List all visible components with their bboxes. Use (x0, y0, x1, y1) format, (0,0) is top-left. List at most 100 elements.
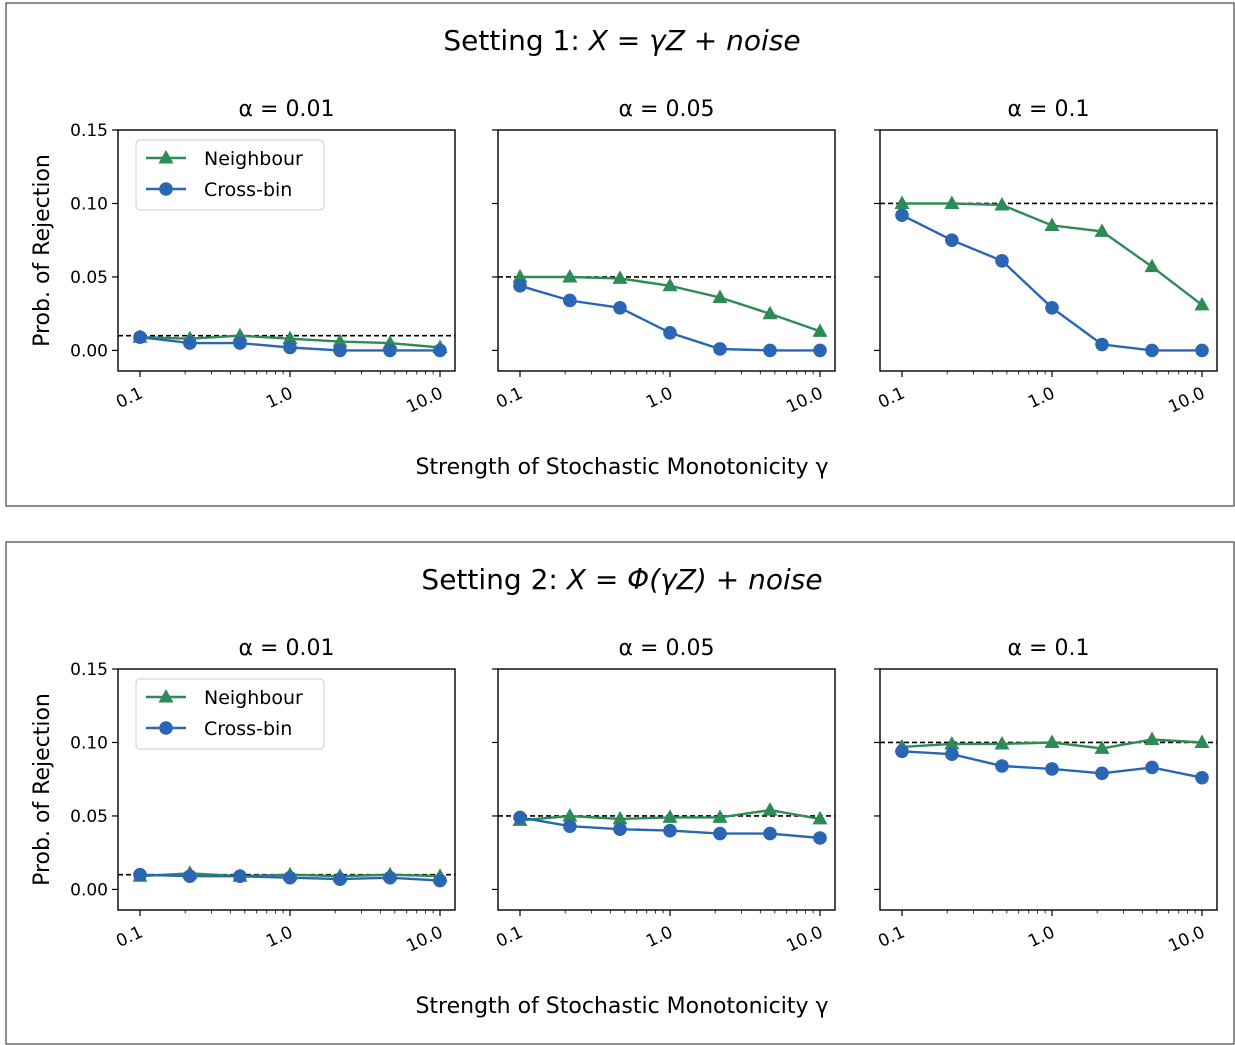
data-point-crossbin (613, 822, 627, 836)
data-point-crossbin (763, 826, 777, 841)
x-tick-label: 0.1 (493, 922, 526, 952)
y-tick-label: 0.05 (70, 268, 108, 288)
y-tick-label: 0.00 (70, 341, 108, 361)
data-point-crossbin (1195, 343, 1209, 358)
data-point-neighbour (612, 270, 628, 284)
data-point-neighbour (662, 809, 678, 823)
x-tick-label: 1.0 (263, 383, 296, 413)
setting-2-title: Setting 2: X = Φ(γZ) + noise (421, 563, 822, 596)
data-point-crossbin (713, 826, 727, 841)
setting-2-xlabel: Strength of Stochastic Monotonicity γ (415, 994, 828, 1019)
data-point-neighbour (812, 323, 828, 337)
data-point-neighbour (1044, 734, 1060, 748)
panel-title: α = 0.05 (619, 97, 715, 122)
data-point-neighbour (944, 735, 960, 750)
x-tick-label: 0.1 (113, 383, 146, 413)
x-tick-label: 10.0 (403, 922, 446, 956)
setting-1-xlabel: Strength of Stochastic Monotonicity γ (415, 455, 828, 480)
data-point-crossbin (663, 325, 677, 340)
data-point-crossbin (1145, 343, 1159, 358)
data-point-crossbin (333, 872, 347, 886)
x-tick-label: 1.0 (1025, 922, 1058, 952)
y-tick-label: 0.10 (70, 194, 108, 214)
data-point-crossbin (945, 233, 959, 248)
data-point-crossbin (995, 253, 1009, 268)
data-point-crossbin (133, 330, 147, 345)
data-point-neighbour (712, 289, 728, 304)
data-point-neighbour (894, 195, 910, 209)
setting-1-group: Setting 1: X = γZ + noise Strength of St… (5, 2, 1235, 507)
setting-2-frame (5, 541, 1235, 1045)
x-tick-label: 1.0 (643, 383, 676, 413)
data-point-crossbin (1195, 770, 1209, 785)
data-point-crossbin (763, 343, 777, 358)
x-tick-label: 1.0 (263, 922, 296, 952)
data-point-neighbour (1044, 217, 1060, 232)
legend-label-neighbour: Neighbour (204, 148, 303, 170)
data-point-crossbin (945, 747, 959, 762)
data-point-neighbour (1194, 296, 1210, 311)
data-point-crossbin (1095, 337, 1109, 352)
data-point-crossbin (713, 342, 727, 356)
data-point-crossbin (183, 336, 197, 350)
data-point-neighbour (994, 735, 1010, 750)
setting-1-panels: α = 0.01 0.00 0.05 0.10 0.15 0.1 1.0 10.0 Prob. … (30, 97, 1218, 418)
panel-1-1: α = 0.01 0.00 0.05 0.10 0.15 0.1 1.0 10.0 Prob. … (30, 97, 456, 418)
data-point-crossbin (513, 278, 527, 293)
data-point-crossbin (663, 823, 677, 838)
data-point-neighbour (512, 268, 528, 283)
y-tick-label: 0.10 (70, 733, 108, 753)
data-point-crossbin (383, 343, 397, 358)
data-point-crossbin (233, 336, 247, 350)
data-point-crossbin (813, 343, 827, 358)
data-point-crossbin (563, 293, 577, 308)
data-point-crossbin (895, 744, 909, 759)
data-point-neighbour (562, 268, 578, 283)
data-point-neighbour (812, 810, 828, 825)
setting-2-group: Setting 2: X = Φ(γZ) + noise Strength of… (5, 541, 1235, 1045)
data-point-neighbour (1144, 258, 1160, 273)
y-tick-label: 0.15 (70, 660, 108, 680)
data-point-crossbin (333, 343, 347, 358)
data-point-neighbour (1094, 740, 1110, 754)
setting-1-title: Setting 1: X = γZ + noise (443, 24, 800, 57)
axes-frame (497, 129, 836, 372)
x-tick-label: 10.0 (403, 383, 446, 417)
data-point-crossbin (1145, 760, 1159, 775)
legend-marker-crossbin (159, 721, 173, 735)
data-point-crossbin (283, 340, 297, 355)
data-point-neighbour (994, 196, 1010, 211)
x-tick-label: 0.1 (113, 922, 146, 952)
panel-2-1: α = 0.01 0.00 0.05 0.10 0.15 0.1 1.0 10.0 Prob. … (30, 636, 456, 957)
y-axis-label: Prob. of Rejection (30, 154, 55, 347)
legend-label-neighbour: Neighbour (204, 687, 303, 709)
axes-frame (879, 668, 1218, 911)
legend-label-crossbin: Cross-bin (204, 718, 292, 740)
data-point-crossbin (183, 869, 197, 884)
legend-marker-neighbour (158, 150, 174, 164)
axes-frame (117, 668, 456, 911)
panel-2-2: α = 0.05 0.1 1.0 10.0 (492, 636, 836, 957)
panel-title: α = 0.01 (239, 636, 335, 661)
legend: Neighbour Cross-bin (135, 678, 325, 750)
data-point-neighbour (1194, 734, 1210, 748)
panel-1-2: α = 0.05 0.1 1.0 10.0 (492, 97, 836, 418)
x-tick-label: 10.0 (783, 383, 826, 417)
x-tick-label: 0.1 (875, 922, 908, 952)
legend-marker-neighbour (158, 689, 174, 703)
x-tick-label: 0.1 (493, 383, 526, 413)
axes-frame (879, 129, 1218, 372)
data-point-crossbin (813, 831, 827, 845)
data-point-crossbin (1095, 766, 1109, 781)
y-axis-label: Prob. of Rejection (30, 693, 55, 886)
panel-title: α = 0.05 (619, 636, 715, 661)
data-point-crossbin (995, 759, 1009, 773)
axes-frame (497, 668, 836, 911)
data-point-crossbin (895, 208, 909, 223)
data-point-crossbin (613, 301, 627, 315)
panel-title: α = 0.01 (239, 97, 335, 122)
data-point-neighbour (332, 333, 348, 348)
legend: Neighbour Cross-bin (135, 139, 325, 211)
data-point-crossbin (513, 810, 527, 825)
